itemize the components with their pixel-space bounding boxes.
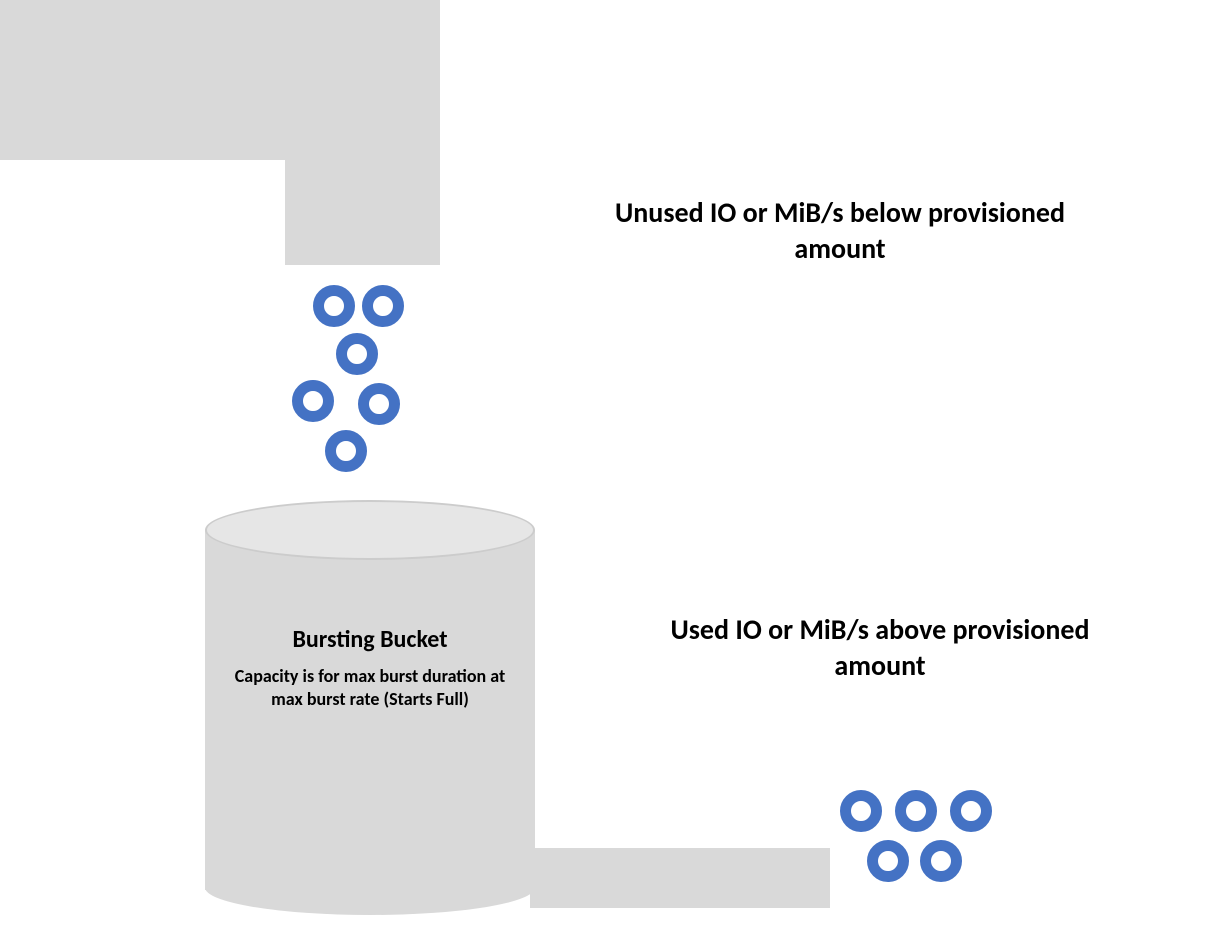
- token-icon: [358, 383, 400, 425]
- token-icon: [920, 840, 962, 882]
- outlet-pipe: [530, 848, 830, 908]
- token-icon: [867, 840, 909, 882]
- token-icon: [950, 790, 992, 832]
- faucet-spout: [285, 0, 440, 265]
- bucket-subtitle: Capacity is for max burst duration at ma…: [220, 665, 520, 712]
- token-icon: [895, 790, 937, 832]
- used-io-label: Used IO or MiB/s above provisioned amoun…: [650, 612, 1110, 685]
- token-icon: [336, 333, 378, 375]
- unused-io-label: Unused IO or MiB/s below provisioned amo…: [590, 195, 1090, 268]
- bucket-top-ellipse: [205, 500, 535, 560]
- token-icon: [313, 285, 355, 327]
- token-icon: [362, 285, 404, 327]
- token-icon: [840, 790, 882, 832]
- token-icon: [325, 430, 367, 472]
- token-icon: [292, 380, 334, 422]
- bucket-title: Bursting Bucket: [230, 625, 510, 654]
